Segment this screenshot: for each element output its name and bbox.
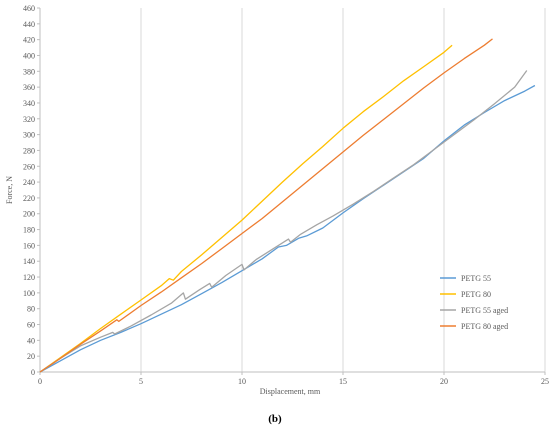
y-tick-label: 240 (23, 178, 35, 187)
legend-label: PETG 80 aged (461, 322, 508, 331)
y-tick-label: 80 (27, 305, 35, 314)
y-tick-label: 200 (23, 210, 35, 219)
x-tick-label: 20 (440, 377, 448, 386)
legend: PETG 55 PETG 80 PETG 55 aged PETG 80 aged (440, 274, 508, 331)
x-tick-label: 5 (139, 377, 143, 386)
y-axis-title: Force, N (5, 176, 14, 204)
legend-label: PETG 80 (461, 290, 491, 299)
y-tick-label: 280 (23, 146, 35, 155)
x-tick-label: 15 (339, 377, 347, 386)
y-tick-label: 320 (23, 115, 35, 124)
y-tick-label: 460 (23, 4, 35, 13)
y-tick-label: 60 (27, 321, 35, 330)
y-tick-label: 100 (23, 289, 35, 298)
legend-label: PETG 55 (461, 274, 491, 283)
y-tick-label: 220 (23, 194, 35, 203)
series-line-3 (39, 70, 528, 373)
legend-label: PETG 55 aged (461, 306, 508, 315)
y-tick-label: 40 (27, 336, 35, 345)
y-tick-label: 380 (23, 67, 35, 76)
x-tick-label: 10 (238, 377, 246, 386)
series-line-2 (39, 44, 453, 373)
y-tick-label: 140 (23, 257, 35, 266)
x-tick-label: 0 (38, 377, 42, 386)
y-tick-label: 400 (23, 51, 35, 60)
y-tick-label: 440 (23, 20, 35, 29)
axis-layer: 0204060801001201401601802002202402602803… (23, 4, 549, 386)
y-tick-label: 160 (23, 241, 35, 250)
y-tick-label: 0 (31, 368, 35, 377)
y-tick-label: 420 (23, 36, 35, 45)
x-axis-title: Displacement, mm (260, 387, 321, 396)
x-tick-label: 25 (541, 377, 549, 386)
y-tick-label: 360 (23, 83, 35, 92)
y-tick-label: 300 (23, 131, 35, 140)
series-line-1 (39, 84, 536, 373)
y-tick-label: 120 (23, 273, 35, 282)
grid-layer (140, 8, 546, 372)
y-tick-label: 260 (23, 162, 35, 171)
series-line-4 (39, 38, 493, 373)
y-tick-label: 180 (23, 226, 35, 235)
y-tick-label: 340 (23, 99, 35, 108)
series-layer (39, 38, 536, 373)
y-tick-label: 20 (27, 352, 35, 361)
figure-caption: (b) (268, 413, 282, 425)
